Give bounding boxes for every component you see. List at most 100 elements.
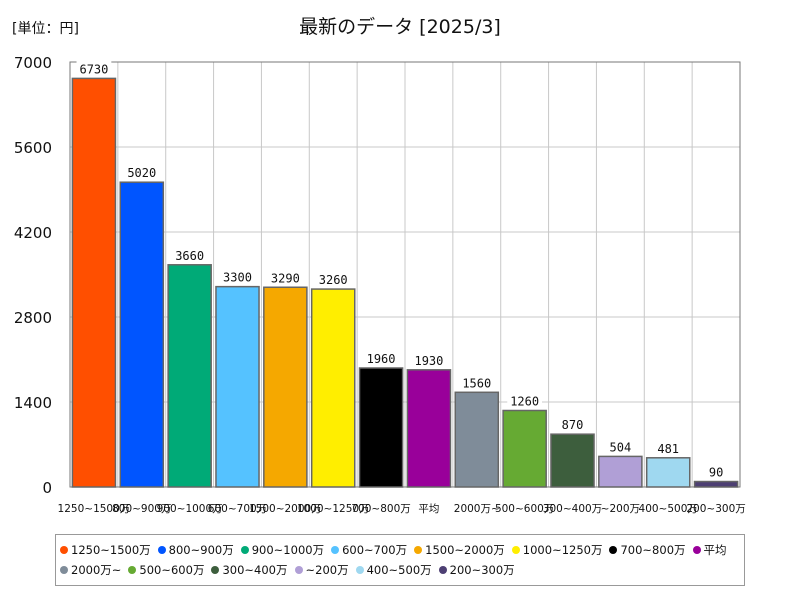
legend-label: 1500~2000万 [425,543,505,557]
data-label-bg [558,417,587,433]
data-label-bg [411,352,447,368]
legend-label: 300~400万 [222,563,288,577]
data-label: 1930 [414,354,443,368]
y-tick-label: 7000 [14,54,52,72]
legend-item: 1000~1250万 [511,540,603,560]
data-label-bg [705,464,727,480]
legend-label: ~200万 [305,563,349,577]
y-tick-label: 4200 [14,224,52,242]
legend-item: 800~900万 [157,540,234,560]
data-label: 3290 [271,271,300,285]
data-label-bg [315,272,351,288]
bar [71,77,117,488]
data-label: 3260 [319,273,348,287]
bar [693,480,739,488]
x-tick-label: 800~900万 [112,503,171,515]
legend-item: 700~800万 [609,540,686,560]
legend-swatch [60,566,68,574]
legend-swatch [438,566,447,574]
x-tick-label: 500~600万 [495,503,554,515]
data-label-bg [363,351,399,366]
data-label-bg [459,375,495,391]
x-tick-label: 300~400万 [543,503,602,515]
bar [119,181,165,488]
legend-swatch [331,546,340,554]
legend-swatch [157,546,166,554]
data-label-bg [76,61,112,77]
x-tick-label: 600~700万 [208,503,267,515]
data-label-bg [654,440,683,456]
legend-swatch [294,566,303,574]
data-label: 870 [562,418,584,432]
data-label: 90 [709,466,723,480]
legend-item: 600~700万 [331,540,407,560]
legend-label: 700~800万 [620,543,686,557]
legend-label: 1250~1500万 [71,543,151,557]
bar-chart: 0 1400 2800 4200 5600 7000 6730 5020 3660 3300 329… [14,54,746,515]
legend-label: 200~300万 [449,563,515,577]
legend-item: 300~400万 [211,560,288,580]
chart-title: 最新のデータ [2025/3] [299,16,501,38]
bar [406,369,452,488]
data-label-bg [172,247,208,263]
bar [502,409,547,488]
legend-swatch [240,546,249,554]
data-label: 504 [610,440,632,454]
legend-item: 1500~2000万 [414,540,505,560]
legend-item: 平均 [692,540,727,560]
legend-label: 800~900万 [168,543,234,557]
legend-item: 400~500万 [355,560,432,580]
x-tick-label: 平均 [418,503,439,515]
legend-item: 2000万~ [60,560,121,580]
bar [645,457,691,488]
bar [454,391,500,488]
x-tick-label: 1500~2000万 [249,503,322,515]
legend-label: 600~700万 [342,543,408,557]
legend-label: 2000万~ [71,563,122,577]
data-label-bg [606,439,635,455]
plot-frame [69,61,741,488]
data-label-bg [124,165,160,181]
legend-swatch [211,566,220,574]
y-tick-label: 1400 [14,394,52,412]
legend-label: 400~500万 [366,563,432,577]
data-label: 1560 [462,376,491,390]
legend-label: 900~1000万 [251,543,325,557]
data-label-bg [220,269,255,285]
legend-swatch [128,566,137,574]
x-tick-label: 400~500万 [639,503,698,515]
x-tick-label: 1000~1250万 [297,503,370,515]
legend-label: 1000~1250万 [522,543,603,557]
y-tick-label: 2800 [14,309,52,327]
x-tick-label: 700~800万 [351,503,410,515]
x-tick-label: 900~1000万 [157,503,223,515]
bar [598,455,643,488]
bar [263,286,308,488]
x-tick-label: 2000万~ [454,503,500,515]
data-label: 1960 [367,352,396,366]
data-label: 3660 [175,249,204,263]
bar [215,285,260,488]
data-label-bg [507,393,543,409]
data-label: 1260 [510,395,539,409]
legend-item: ~200万 [294,560,349,580]
bar [310,288,356,488]
legend-item: 500~600万 [128,560,204,580]
legend-item: 1250~1500万 [60,540,151,560]
unit-label: [単位：円] [12,21,79,37]
bar [550,433,595,488]
data-label: 3300 [223,271,252,285]
y-tick-label: 5600 [14,139,52,157]
legend-swatch [511,546,520,554]
x-tick-label: ~200万 [601,503,640,515]
legend-swatch [355,566,364,574]
data-label-bg [267,270,303,286]
legend-item: 900~1000万 [240,540,325,560]
legend-swatch [60,546,68,554]
legend-item: 200~300万 [438,560,515,580]
legend-swatch [414,546,423,554]
legend-swatch [609,546,618,554]
y-tick-label: 0 [42,479,52,497]
legend-label: 平均 [703,543,727,557]
